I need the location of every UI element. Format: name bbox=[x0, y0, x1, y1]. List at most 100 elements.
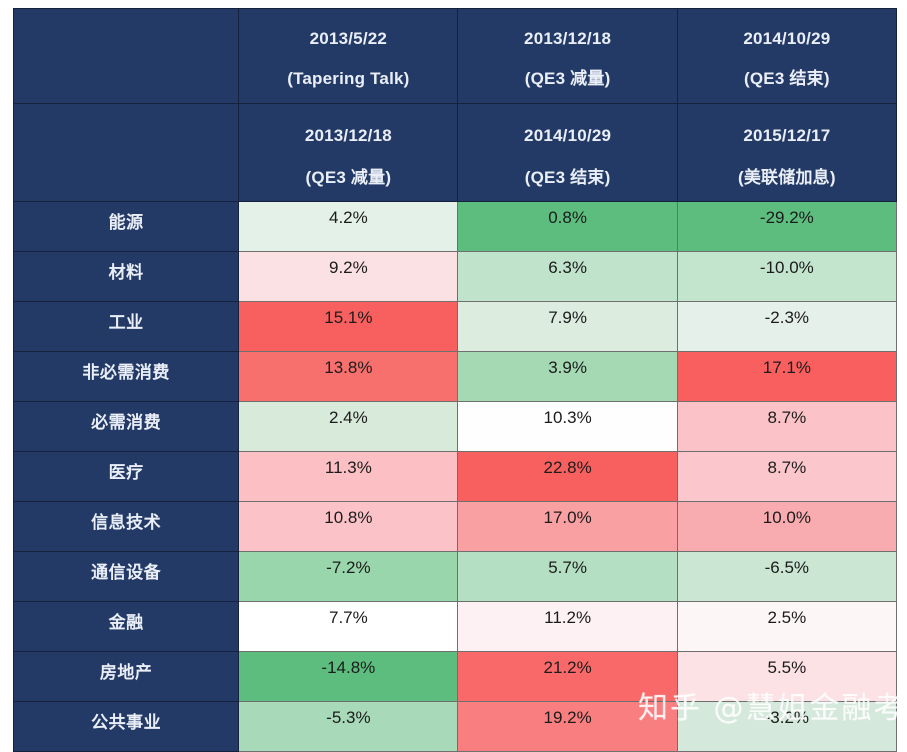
data-cell-value: 10.8% bbox=[324, 508, 373, 527]
header-row-period-end: 2013/12/18 (QE3 减量) 2014/10/29 (QE3 结束) … bbox=[12, 103, 898, 202]
header-event: (QE3 减量) bbox=[305, 167, 392, 187]
data-cell-value: 19.2% bbox=[543, 708, 592, 727]
header-date: 2013/12/18 bbox=[304, 125, 392, 145]
data-cell-value: 4.2% bbox=[328, 208, 368, 227]
data-cell-value: 7.7% bbox=[328, 608, 368, 627]
table-body: 能源 4.2% 0.8% -29.2% 材料 9.2% 6.3% -10.0% 工业 15.1% 7… bbox=[12, 201, 898, 752]
row-label-text: 能源 bbox=[108, 213, 144, 232]
table-row: 医疗 11.3% 22.8% 8.7% bbox=[12, 451, 898, 502]
header-event: (QE3 减量) bbox=[524, 69, 611, 88]
data-cell-value: 6.3% bbox=[548, 258, 587, 277]
data-cell-value: -2.3% bbox=[764, 308, 810, 327]
row-label-9: 房地产 bbox=[12, 651, 240, 702]
row-label-8: 金融 bbox=[12, 601, 240, 652]
table-row: 非必需消费 13.8% 3.9% 17.1% bbox=[12, 351, 898, 402]
header-corner-cell-2 bbox=[12, 103, 240, 202]
header-corner-cell bbox=[12, 8, 240, 104]
data-cell-value: 13.8% bbox=[324, 358, 373, 377]
row-label-6: 信息技术 bbox=[12, 501, 240, 552]
row-label-text: 公共事业 bbox=[91, 713, 162, 732]
data-cell-value: 11.2% bbox=[544, 608, 592, 627]
data-cell-r10-c0: -5.3% bbox=[238, 701, 459, 752]
row-label-text: 医疗 bbox=[108, 463, 144, 482]
data-cell-r0-c0: 4.2% bbox=[238, 201, 459, 252]
heatmap-table-container: 2013/5/22 (Tapering Talk) 2013/12/18 (QE… bbox=[12, 8, 898, 752]
row-label-text: 信息技术 bbox=[91, 513, 162, 532]
data-cell-value: -29.2% bbox=[759, 208, 814, 227]
header-event: (QE3 结束) bbox=[524, 167, 611, 187]
data-cell-value: -14.8% bbox=[321, 658, 376, 677]
header-date: 2013/12/18 bbox=[524, 29, 612, 49]
table-row: 信息技术 10.8% 17.0% 10.0% bbox=[12, 501, 898, 552]
row-label-1: 材料 bbox=[12, 251, 240, 302]
data-cell-r1-c0: 9.2% bbox=[238, 251, 459, 302]
data-cell-value: -6.5% bbox=[764, 558, 810, 577]
table-row: 金融 7.7% 11.2% 2.5% bbox=[12, 601, 898, 652]
header-period-2-end: 2014/10/29 (QE3 结束) bbox=[457, 103, 678, 202]
row-label-7: 通信设备 bbox=[12, 551, 240, 602]
header-date: 2014/10/29 bbox=[743, 29, 831, 49]
data-cell-r7-c1: 5.7% bbox=[457, 551, 678, 602]
header-row-period-start: 2013/5/22 (Tapering Talk) 2013/12/18 (QE… bbox=[12, 8, 898, 104]
data-cell-r0-c2: -29.2% bbox=[676, 201, 898, 252]
table-row: 通信设备 -7.2% 5.7% -6.5% bbox=[12, 551, 898, 602]
header-period-1-end: 2013/12/18 (QE3 减量) bbox=[238, 103, 459, 202]
data-cell-value: 17.1% bbox=[762, 358, 811, 377]
row-label-text: 非必需消费 bbox=[82, 363, 170, 382]
sector-performance-heatmap: 2013/5/22 (Tapering Talk) 2013/12/18 (QE… bbox=[12, 8, 898, 752]
data-cell-r6-c0: 10.8% bbox=[238, 501, 459, 552]
data-cell-r2-c1: 7.9% bbox=[457, 301, 678, 352]
data-cell-value: -3.2% bbox=[764, 708, 810, 727]
data-cell-value: 22.8% bbox=[543, 458, 592, 477]
data-cell-value: 2.4% bbox=[328, 408, 368, 427]
data-cell-r2-c2: -2.3% bbox=[676, 301, 898, 352]
row-label-0: 能源 bbox=[12, 201, 240, 252]
row-label-2: 工业 bbox=[12, 301, 240, 352]
data-cell-r8-c0: 7.7% bbox=[238, 601, 459, 652]
header-period-1-start: 2013/5/22 (Tapering Talk) bbox=[238, 8, 459, 104]
data-cell-value: 10.3% bbox=[543, 408, 592, 427]
row-label-text: 材料 bbox=[108, 263, 144, 282]
table-row: 房地产 -14.8% 21.2% 5.5% bbox=[12, 651, 898, 702]
data-cell-r0-c1: 0.8% bbox=[457, 201, 678, 252]
data-cell-value: 5.7% bbox=[548, 558, 587, 577]
data-cell-r9-c2: 5.5% bbox=[676, 651, 898, 702]
header-period-2-start: 2013/12/18 (QE3 减量) bbox=[457, 8, 678, 104]
table-row: 能源 4.2% 0.8% -29.2% bbox=[12, 201, 898, 252]
data-cell-value: 7.9% bbox=[548, 308, 587, 327]
row-label-text: 通信设备 bbox=[91, 563, 162, 582]
data-cell-r10-c1: 19.2% bbox=[457, 701, 678, 752]
table-header: 2013/5/22 (Tapering Talk) 2013/12/18 (QE… bbox=[12, 8, 898, 202]
data-cell-r9-c0: -14.8% bbox=[238, 651, 459, 702]
data-cell-value: 17.0% bbox=[543, 508, 592, 527]
data-cell-r4-c2: 8.7% bbox=[676, 401, 898, 452]
table-row: 公共事业 -5.3% 19.2% -3.2% bbox=[12, 701, 898, 752]
header-date: 2015/12/17 bbox=[743, 125, 831, 145]
data-cell-value: 10.0% bbox=[762, 508, 811, 527]
data-cell-value: -10.0% bbox=[759, 258, 814, 277]
data-cell-r8-c1: 11.2% bbox=[457, 601, 678, 652]
data-cell-r1-c1: 6.3% bbox=[457, 251, 678, 302]
row-label-text: 必需消费 bbox=[91, 413, 162, 432]
header-period-3-start: 2014/10/29 (QE3 结束) bbox=[676, 8, 898, 104]
data-cell-r5-c1: 22.8% bbox=[457, 451, 678, 502]
data-cell-r8-c2: 2.5% bbox=[676, 601, 898, 652]
row-label-text: 房地产 bbox=[99, 663, 153, 682]
data-cell-r2-c0: 15.1% bbox=[238, 301, 459, 352]
data-cell-value: -7.2% bbox=[326, 558, 371, 577]
data-cell-r5-c0: 11.3% bbox=[238, 451, 459, 502]
row-label-4: 必需消费 bbox=[12, 401, 240, 452]
header-period-3-end: 2015/12/17 (美联储加息) bbox=[676, 103, 898, 202]
data-cell-r9-c1: 21.2% bbox=[457, 651, 678, 702]
data-cell-value: 15.1% bbox=[324, 308, 373, 327]
data-cell-r5-c2: 8.7% bbox=[676, 451, 898, 502]
data-cell-r10-c2: -3.2% bbox=[676, 701, 898, 752]
data-cell-r7-c0: -7.2% bbox=[238, 551, 459, 602]
data-cell-r3-c0: 13.8% bbox=[238, 351, 459, 402]
data-cell-value: 8.7% bbox=[767, 408, 807, 427]
header-event: (QE3 结束) bbox=[744, 69, 830, 88]
header-event: (美联储加息) bbox=[737, 167, 836, 187]
data-cell-r3-c1: 3.9% bbox=[457, 351, 678, 402]
row-label-5: 医疗 bbox=[12, 451, 240, 502]
data-cell-value: 2.5% bbox=[767, 608, 807, 627]
